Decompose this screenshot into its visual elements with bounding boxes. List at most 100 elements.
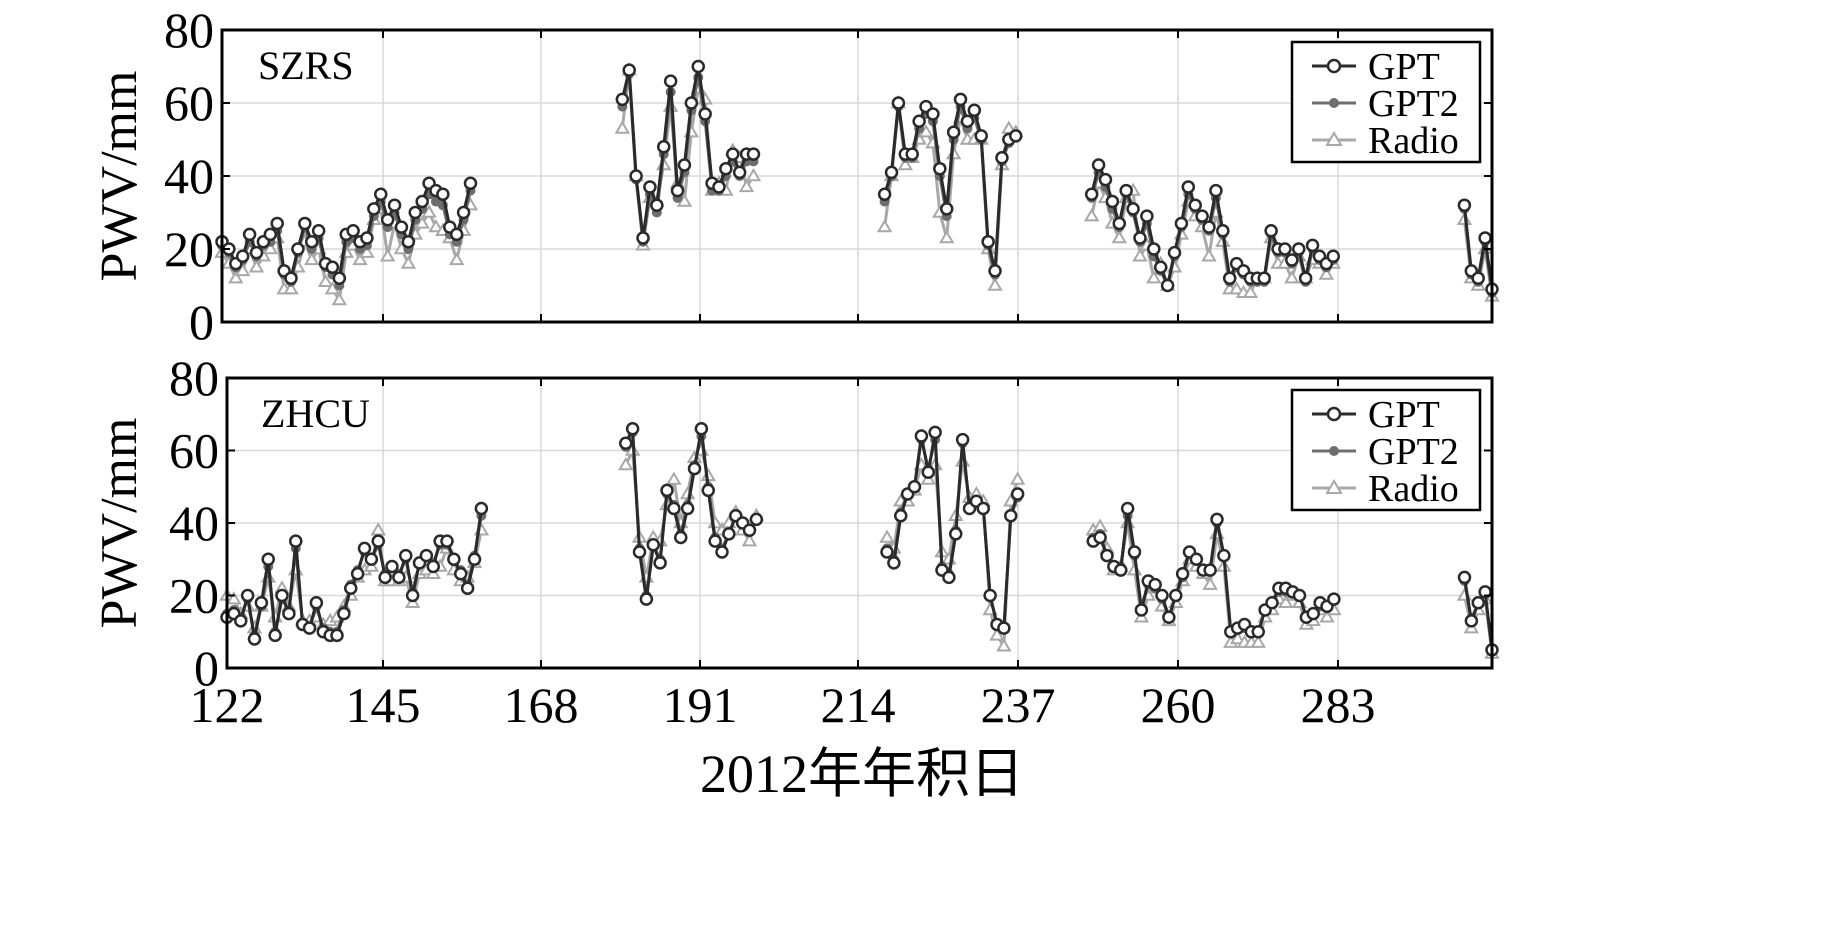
y-tick-label: 60 — [164, 75, 214, 131]
data-point — [719, 161, 733, 176]
data-point — [1093, 530, 1107, 545]
data-point — [474, 501, 489, 516]
data-point — [677, 158, 692, 172]
x-ticks — [221, 30, 1339, 322]
data-point — [242, 227, 257, 242]
y-tick-label: 20 — [169, 568, 219, 624]
y-tick-label: 80 — [164, 2, 214, 58]
data-point — [983, 588, 997, 603]
data-point — [667, 501, 681, 516]
data-point — [960, 114, 975, 128]
data-point — [1457, 570, 1472, 585]
data-point — [1228, 281, 1245, 295]
data-point — [708, 534, 722, 548]
legend-marker — [1329, 446, 1339, 456]
y-tick-label: 60 — [169, 423, 219, 479]
x-tick-label: 283 — [1301, 677, 1376, 733]
data-point — [884, 165, 899, 180]
data-point — [436, 187, 450, 201]
data-point — [456, 205, 471, 220]
data-point — [399, 548, 413, 563]
data-point — [1127, 545, 1142, 559]
data-point — [887, 556, 901, 570]
data-point — [933, 161, 947, 176]
data-point — [401, 234, 416, 249]
data-point — [1174, 216, 1189, 231]
data-point — [309, 596, 324, 610]
legend-item-gpt: GPT — [1312, 46, 1440, 88]
data-point — [1140, 209, 1154, 223]
data-point — [408, 205, 423, 220]
legend-marker — [1325, 131, 1343, 146]
legend-item-gpt: GPT — [1312, 394, 1440, 436]
data-point — [261, 552, 275, 566]
x-tick-label: 191 — [663, 677, 738, 733]
data-point — [1250, 634, 1266, 648]
y-ticks: 0 20 40 60 80 — [169, 350, 1492, 696]
data-point — [619, 436, 633, 450]
data-point — [687, 461, 702, 476]
data-point — [622, 63, 636, 77]
data-point — [1217, 548, 1231, 563]
data-point — [938, 230, 955, 244]
data-point — [656, 140, 671, 154]
data-point — [726, 147, 740, 161]
data-point — [989, 627, 1005, 641]
data-point — [419, 548, 434, 563]
data-point — [302, 621, 317, 635]
legend-label: GPT2 — [1368, 431, 1459, 473]
legend-label: Radio — [1368, 468, 1459, 510]
data-point — [385, 559, 399, 574]
data-point — [240, 588, 255, 603]
legend-item-radio: Radio — [1312, 468, 1459, 510]
y-axis-label: PWV/mm — [91, 71, 148, 282]
data-point — [371, 534, 385, 548]
series-gpt — [215, 59, 1499, 296]
data-point — [249, 245, 264, 260]
data-point — [629, 169, 643, 183]
legend-marker — [1325, 479, 1343, 494]
series-gpt — [220, 422, 1499, 657]
data-point — [914, 429, 929, 443]
data-point — [1162, 610, 1176, 624]
data-point — [995, 151, 1009, 165]
data-point — [741, 533, 758, 547]
data-point — [1083, 208, 1100, 222]
data-point — [346, 224, 360, 238]
data-point — [1457, 198, 1472, 212]
data-point — [1222, 271, 1237, 285]
data-point — [392, 570, 406, 585]
legend-marker — [1329, 98, 1339, 108]
data-point — [1112, 216, 1127, 231]
data-point — [715, 545, 729, 559]
data-point — [1326, 249, 1340, 264]
data-point — [928, 425, 942, 440]
data-point — [745, 168, 762, 182]
data-point — [331, 292, 348, 306]
data-point — [380, 213, 395, 227]
station-label: ZHCU — [261, 391, 370, 436]
legend-item-gpt2: GPT2 — [1312, 83, 1459, 125]
data-point — [289, 534, 303, 548]
x-tick-label: 145 — [346, 677, 421, 733]
data-point — [732, 165, 747, 180]
data-point — [234, 614, 248, 628]
data-point — [1305, 238, 1320, 253]
data-point — [1004, 509, 1018, 523]
data-point — [254, 596, 269, 610]
data-point — [1210, 512, 1224, 527]
data-point — [282, 606, 296, 621]
data-point — [364, 552, 379, 566]
data-point — [643, 180, 657, 194]
data-point — [360, 231, 374, 245]
data-point — [987, 277, 1003, 291]
x-ticks: 122 145 168 191 214 237 260 283 — [190, 378, 1376, 733]
data-point — [337, 606, 351, 621]
data-point — [921, 465, 935, 479]
data-point — [1098, 172, 1113, 187]
data-point — [1292, 588, 1307, 603]
data-point — [636, 231, 650, 245]
data-point — [905, 147, 919, 161]
